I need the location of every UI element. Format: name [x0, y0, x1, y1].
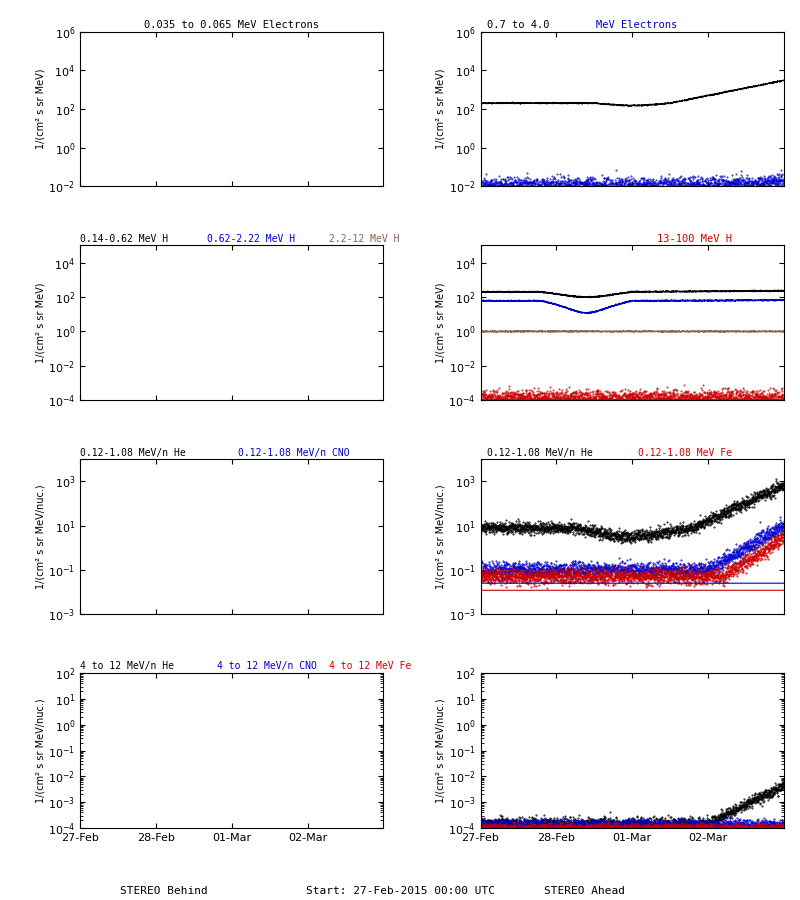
- Text: 4 to 12 MeV/n He: 4 to 12 MeV/n He: [80, 662, 174, 671]
- Y-axis label: 1/(cm² s sr MeV): 1/(cm² s sr MeV): [35, 68, 46, 149]
- Text: 0.12-1.08 MeV/n CNO: 0.12-1.08 MeV/n CNO: [238, 447, 350, 457]
- Text: 0.12-1.08 MeV Fe: 0.12-1.08 MeV Fe: [638, 447, 732, 457]
- Text: 4 to 12 MeV Fe: 4 to 12 MeV Fe: [329, 662, 411, 671]
- Text: MeV Electrons: MeV Electrons: [596, 20, 677, 30]
- Y-axis label: 1/(cm² s sr MeV): 1/(cm² s sr MeV): [436, 68, 446, 149]
- Text: 2.2-12 MeV H: 2.2-12 MeV H: [329, 234, 399, 244]
- Text: 13-100 MeV H: 13-100 MeV H: [657, 234, 731, 244]
- Y-axis label: 1/(cm² s sr MeV/nuc.): 1/(cm² s sr MeV/nuc.): [435, 698, 446, 803]
- Text: 0.14-0.62 MeV H: 0.14-0.62 MeV H: [80, 234, 168, 244]
- Y-axis label: 1/(cm² s sr MeV/nuc.): 1/(cm² s sr MeV/nuc.): [436, 484, 446, 589]
- Text: 0.12-1.08 MeV/n He: 0.12-1.08 MeV/n He: [80, 447, 186, 457]
- Text: 0.035 to 0.065 MeV Electrons: 0.035 to 0.065 MeV Electrons: [144, 20, 319, 30]
- Text: STEREO Ahead: STEREO Ahead: [543, 886, 625, 896]
- Text: 0.7 to 4.0: 0.7 to 4.0: [486, 20, 549, 30]
- Y-axis label: 1/(cm² s sr MeV/nuc.): 1/(cm² s sr MeV/nuc.): [35, 484, 46, 589]
- Y-axis label: 1/(cm² s sr MeV): 1/(cm² s sr MeV): [35, 283, 45, 363]
- Text: 4 to 12 MeV/n CNO: 4 to 12 MeV/n CNO: [217, 662, 317, 671]
- Y-axis label: 1/(cm² s sr MeV): 1/(cm² s sr MeV): [435, 283, 446, 363]
- Y-axis label: 1/(cm² s sr MeV/nuc.): 1/(cm² s sr MeV/nuc.): [35, 698, 45, 803]
- Text: Start: 27-Feb-2015 00:00 UTC: Start: 27-Feb-2015 00:00 UTC: [306, 886, 494, 896]
- Text: 0.62-2.22 MeV H: 0.62-2.22 MeV H: [207, 234, 295, 244]
- Text: STEREO Behind: STEREO Behind: [120, 886, 208, 896]
- Text: 0.12-1.08 MeV/n He: 0.12-1.08 MeV/n He: [486, 447, 592, 457]
